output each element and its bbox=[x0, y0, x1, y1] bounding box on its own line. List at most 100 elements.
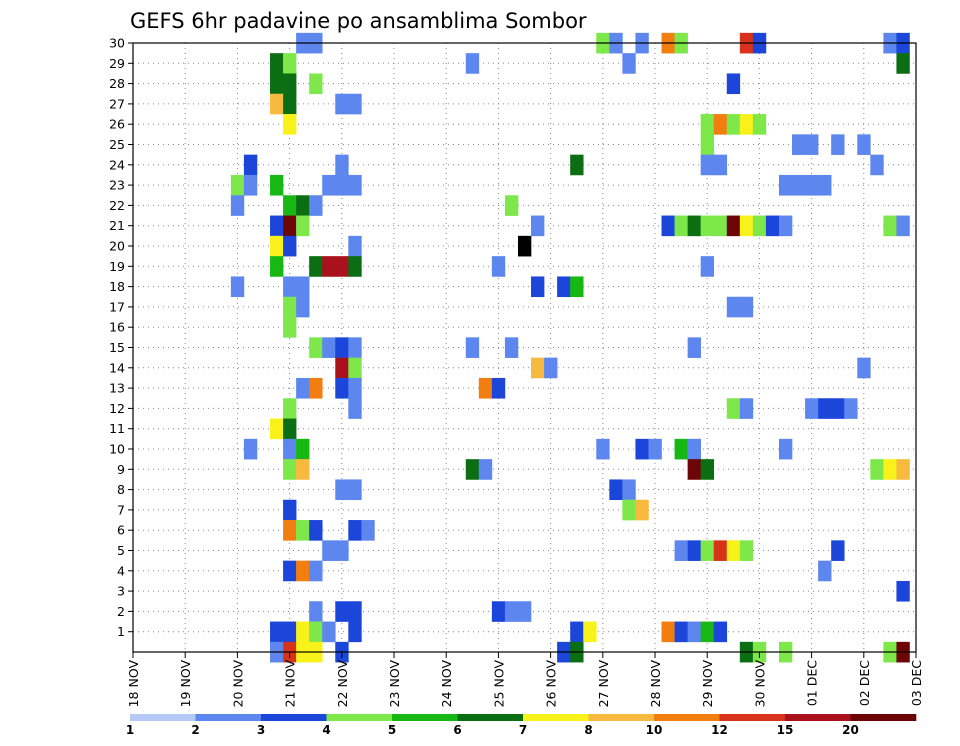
heatmap-cell bbox=[517, 601, 532, 622]
colorbar-label: 12 bbox=[711, 723, 728, 737]
colorbar-legend: 1 2 3 4 5 6 7 8 10 12 15 20 bbox=[126, 714, 917, 737]
heatmap-cell bbox=[283, 296, 297, 318]
colorbar-swatch bbox=[326, 714, 393, 721]
heatmap-cell bbox=[700, 540, 715, 561]
heatmap-cell bbox=[465, 459, 480, 480]
heatmap-cell bbox=[570, 154, 584, 176]
y-tick-label: 6 bbox=[117, 523, 125, 538]
heatmap-cell bbox=[296, 520, 310, 541]
colorbar-swatch bbox=[261, 714, 327, 721]
heatmap-cell bbox=[818, 560, 832, 582]
heatmap-cell bbox=[309, 337, 323, 358]
heatmap-cell bbox=[713, 215, 728, 237]
heatmap-cell bbox=[531, 357, 545, 379]
heatmap-cell bbox=[335, 154, 349, 176]
heatmap-cell bbox=[726, 215, 741, 237]
y-tick-label: 12 bbox=[109, 401, 125, 416]
heatmap-cell bbox=[570, 276, 584, 298]
heatmap-cell bbox=[778, 174, 793, 196]
heatmap-cell bbox=[687, 215, 701, 237]
colorbar-label: 10 bbox=[646, 723, 663, 737]
heatmap-cell bbox=[322, 256, 336, 277]
y-tick-label: 9 bbox=[117, 462, 125, 477]
heatmap-cell bbox=[870, 154, 884, 176]
heatmap-cell bbox=[296, 195, 310, 216]
heatmap-cell bbox=[896, 459, 910, 480]
heatmap-cell bbox=[700, 114, 715, 135]
heatmap-cell bbox=[348, 479, 362, 501]
heatmap-cell bbox=[283, 276, 297, 298]
y-tick-label: 3 bbox=[117, 584, 125, 599]
heatmap-cell bbox=[570, 621, 584, 643]
y-tick-label: 8 bbox=[117, 482, 125, 497]
heatmap-cell bbox=[348, 93, 362, 115]
y-tick-label: 4 bbox=[117, 563, 125, 578]
colorbar-swatch bbox=[523, 714, 589, 721]
heatmap-cell bbox=[700, 459, 715, 480]
y-tick-label: 19 bbox=[109, 259, 125, 274]
colorbar-label: 7 bbox=[519, 723, 527, 737]
heatmap-cell bbox=[309, 621, 323, 643]
x-tick-label: 30 NOV bbox=[752, 660, 767, 708]
heatmap-cell bbox=[270, 235, 284, 257]
heatmap-cell bbox=[335, 479, 349, 501]
heatmap-cell bbox=[517, 235, 532, 257]
heatmap-cell bbox=[322, 621, 336, 643]
x-tick-label: 20 NOV bbox=[230, 660, 245, 708]
heatmap-cell bbox=[792, 134, 806, 155]
x-tick-label: 01 DEC bbox=[805, 660, 820, 706]
heatmap-cell bbox=[700, 621, 715, 643]
heatmap-cell bbox=[348, 398, 362, 419]
y-axis: 1234567891011121314151617181920212223242… bbox=[109, 36, 133, 639]
heatmap-cell bbox=[283, 459, 297, 480]
heatmap-cell bbox=[283, 73, 297, 95]
y-tick-label: 22 bbox=[109, 198, 125, 213]
heatmap-cell bbox=[504, 195, 519, 216]
x-axis: 18 NOV 19 NOV 20 NOV 21 NOV 22 NOV 23 NOV 24 N… bbox=[126, 652, 924, 707]
heatmap-cell bbox=[713, 154, 728, 176]
heatmap-cell bbox=[883, 215, 897, 237]
heatmap-cell bbox=[700, 154, 715, 176]
heatmap-cell bbox=[335, 256, 349, 277]
heatmap-cell bbox=[478, 377, 493, 399]
heatmap-cell bbox=[635, 438, 649, 460]
colorbar-label: 2 bbox=[191, 723, 199, 737]
heatmap-cell bbox=[844, 398, 858, 419]
heatmap-cell bbox=[765, 215, 780, 237]
heatmap-cell bbox=[270, 215, 284, 237]
heatmap-cell bbox=[348, 377, 362, 399]
heatmap-cell bbox=[309, 601, 323, 622]
colorbar-swatch bbox=[195, 714, 262, 721]
heatmap-cell bbox=[726, 114, 741, 135]
heatmap-cell bbox=[739, 114, 754, 135]
x-tick-label: 24 NOV bbox=[439, 660, 454, 708]
heatmap-cell bbox=[348, 520, 362, 541]
heatmap-cell bbox=[726, 540, 741, 561]
heatmap-cell bbox=[243, 438, 258, 460]
heatmap-cell bbox=[243, 174, 258, 196]
heatmap-cell bbox=[700, 215, 715, 237]
heatmap-cell bbox=[870, 459, 884, 480]
heatmap-cell bbox=[622, 499, 636, 521]
x-tick-label: 23 NOV bbox=[387, 660, 402, 708]
y-tick-label: 21 bbox=[109, 218, 125, 233]
heatmap-cell bbox=[805, 398, 819, 419]
y-tick-label: 23 bbox=[109, 178, 125, 193]
y-tick-label: 13 bbox=[109, 381, 125, 396]
heatmap-cell bbox=[296, 438, 310, 460]
heatmap-cell bbox=[361, 520, 375, 541]
heatmap-cell bbox=[309, 560, 323, 582]
x-tick-label: 22 NOV bbox=[335, 660, 350, 708]
colorbar-label: 20 bbox=[842, 723, 859, 737]
heatmap-cell bbox=[504, 601, 519, 622]
heatmap-cell bbox=[296, 459, 310, 480]
heatmap-cell bbox=[335, 377, 349, 399]
heatmap-cell bbox=[818, 398, 832, 419]
heatmap-cell bbox=[465, 53, 480, 74]
heatmap-cell bbox=[348, 601, 362, 622]
x-tick-label: 25 NOV bbox=[491, 660, 506, 708]
heatmap-cell bbox=[296, 276, 310, 298]
y-tick-label: 20 bbox=[109, 239, 125, 254]
heatmap-cell bbox=[283, 438, 297, 460]
heatmap-cell bbox=[335, 337, 349, 358]
